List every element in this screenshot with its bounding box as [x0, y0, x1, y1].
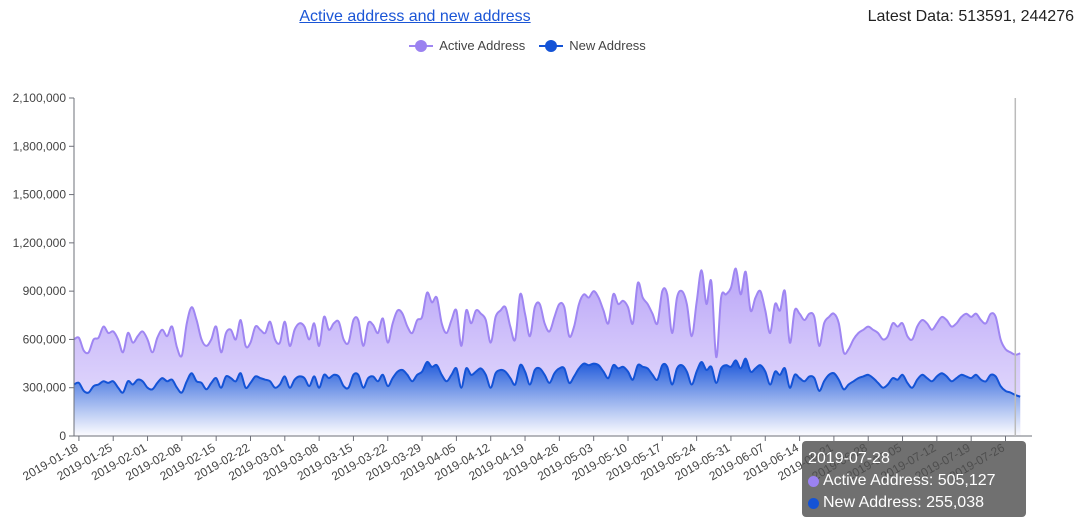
y-tick-label: 2,100,000	[13, 91, 67, 105]
active-address-legend-icon	[409, 39, 434, 52]
latest-value: 513591, 244276	[958, 8, 1074, 25]
active-dot-icon	[808, 475, 819, 487]
tooltip: 2019-07-28 Active Address: 505,127 New A…	[802, 441, 1026, 517]
tooltip-date: 2019-07-28	[808, 450, 890, 467]
legend-item-new-address[interactable]: New Address	[539, 38, 646, 53]
new-address-area-group	[73, 357, 1021, 436]
legend-label-active: Active Address	[439, 38, 526, 53]
y-tick-label: 1,800,000	[13, 139, 67, 153]
y-tick-label: 1,200,000	[13, 236, 67, 250]
legend-label-new: New Address	[569, 38, 646, 53]
legend-item-active-address[interactable]: Active Address	[409, 38, 525, 53]
chart-title-link[interactable]: Active address and new address	[299, 8, 531, 25]
tooltip-row-new: New Address: 255,038	[808, 492, 1020, 514]
tooltip-row-active: Active Address: 505,127	[808, 470, 1020, 492]
y-tick-label: 900,000	[23, 284, 67, 298]
new-address-area-fill	[74, 358, 1021, 436]
legend: Active Address New Address	[0, 38, 1055, 53]
y-tick-label: 600,000	[23, 332, 67, 346]
new-dot-icon	[808, 497, 819, 509]
y-tick-label: 0	[59, 429, 66, 443]
new-address-legend-icon	[539, 39, 564, 52]
active-address-series-line[interactable]	[73, 267, 1021, 359]
latest-data: Latest Data: 513591, 244276	[868, 8, 1074, 26]
y-tick-label: 1,500,000	[13, 188, 67, 202]
tooltip-active-text: Active Address: 505,127	[823, 472, 996, 489]
y-tick-label: 300,000	[23, 381, 67, 395]
new-address-series-line[interactable]	[73, 357, 1021, 398]
latest-label: Latest Data:	[867, 8, 954, 25]
tooltip-new-text: New Address: 255,038	[823, 494, 984, 511]
